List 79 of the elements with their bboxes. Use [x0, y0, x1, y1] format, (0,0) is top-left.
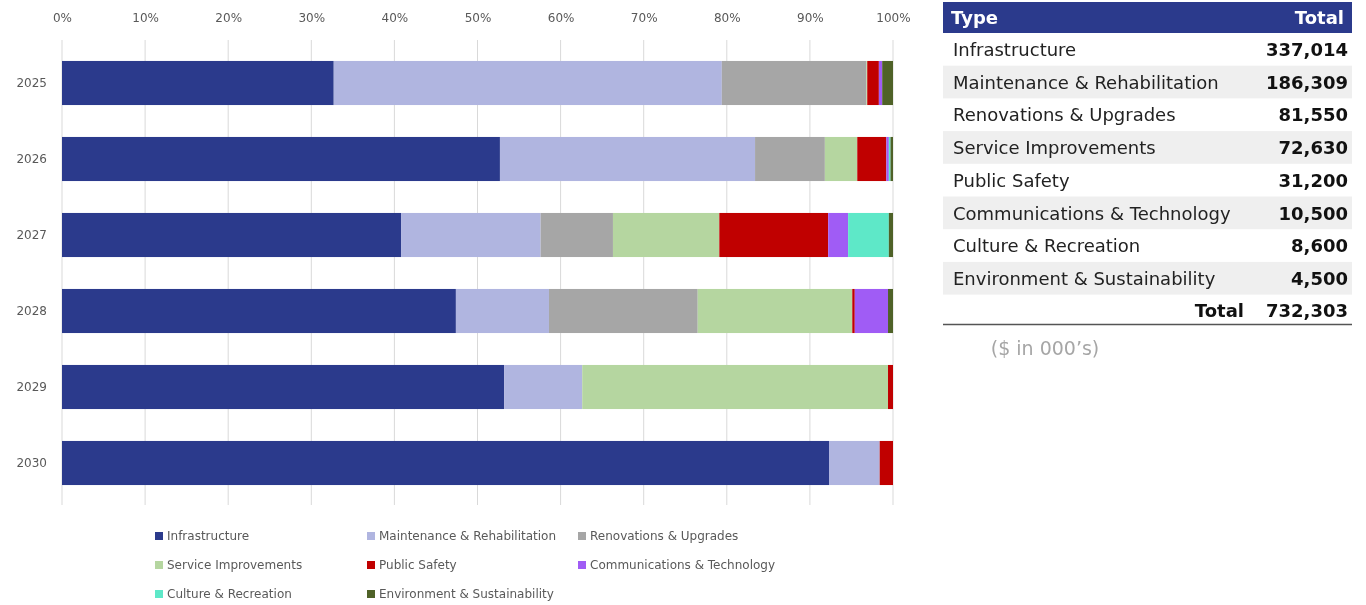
category-label: Maintenance & Rehabilitation — [953, 71, 1219, 93]
bar — [540, 212, 613, 258]
text: 31,200 — [1278, 169, 1348, 191]
bar — [888, 288, 893, 334]
text: 10,500 — [1278, 202, 1348, 224]
bar — [62, 136, 500, 182]
bar — [824, 136, 858, 182]
bar — [697, 288, 853, 334]
x-tick-label: 40% — [381, 11, 409, 25]
x-tick-label: 50% — [464, 11, 492, 25]
text: ($ in 000’s) — [990, 336, 1100, 359]
x-tick-label: 90% — [797, 11, 824, 25]
text: 81,550 — [1278, 104, 1348, 126]
text: 4,500 — [1291, 267, 1348, 289]
bar — [62, 364, 505, 410]
legend-label: Maintenance & Rehabilitation — [379, 529, 557, 543]
category-label: Culture & Recreation — [953, 235, 1141, 257]
bar — [721, 60, 867, 106]
bar — [333, 60, 722, 106]
legend-label: Renovations & Upgrades — [590, 529, 739, 543]
bar — [62, 288, 456, 334]
bar — [829, 440, 880, 486]
text: 186,309 — [1266, 71, 1348, 93]
bar — [888, 364, 893, 410]
text: Total — [1194, 299, 1244, 321]
bar — [62, 440, 830, 486]
x-tick-label: 0% — [52, 11, 73, 25]
text: 72,630 — [1278, 137, 1348, 159]
y-tick-label: 2026 — [16, 151, 47, 166]
x-tick-label: 60% — [547, 11, 575, 25]
text: Total — [1294, 7, 1344, 28]
bar — [878, 60, 883, 106]
bar — [882, 60, 893, 106]
x-tick-label: 10% — [132, 11, 159, 25]
bar — [854, 288, 889, 334]
bar — [867, 60, 879, 106]
bar — [848, 212, 889, 258]
bar — [504, 364, 583, 410]
category-label: Service Improvements — [953, 137, 1156, 159]
bar — [62, 60, 334, 106]
bar — [62, 212, 402, 258]
legend-label: Public Safety — [379, 558, 457, 572]
bar — [719, 212, 829, 258]
bar — [455, 288, 549, 334]
legend-label: Communications & Technology — [590, 558, 776, 572]
text: 337,014 — [1266, 39, 1348, 60]
bar — [548, 288, 698, 334]
bar — [755, 136, 825, 182]
bar — [401, 212, 541, 258]
legend-label: Culture & Recreation — [167, 587, 292, 601]
bar — [828, 212, 849, 258]
y-tick-label: 2029 — [16, 379, 47, 394]
x-tick-label: 100% — [876, 11, 911, 25]
x-tick-label: 70% — [630, 11, 658, 25]
bar — [879, 440, 893, 486]
legend-label: Environment & Sustainability — [379, 587, 554, 601]
text: Type — [951, 7, 998, 28]
category-label: Environment & Sustainability — [953, 267, 1216, 289]
category-label: Communications & Technology — [953, 202, 1231, 224]
bar — [612, 212, 720, 258]
bar — [852, 288, 855, 334]
x-tick-label: 20% — [215, 11, 243, 25]
x-tick-label: 30% — [298, 11, 326, 25]
y-tick-label: 2027 — [16, 227, 47, 242]
category-label: Infrastructure — [953, 39, 1077, 60]
y-tick-label: 2030 — [16, 455, 47, 470]
bar — [499, 136, 756, 182]
y-tick-label: 2028 — [16, 303, 47, 318]
legend-label: Infrastructure — [167, 529, 250, 543]
text: 732,303 — [1266, 299, 1348, 321]
category-label: Public Safety — [953, 169, 1070, 191]
legend-label: Service Improvements — [167, 558, 303, 572]
bar — [857, 136, 887, 182]
bar — [888, 212, 893, 258]
x-tick-label: 80% — [713, 11, 741, 25]
text: 8,600 — [1291, 235, 1348, 257]
bar — [582, 364, 889, 410]
y-tick-label: 2025 — [16, 75, 47, 90]
category-label: Renovations & Upgrades — [953, 104, 1176, 126]
